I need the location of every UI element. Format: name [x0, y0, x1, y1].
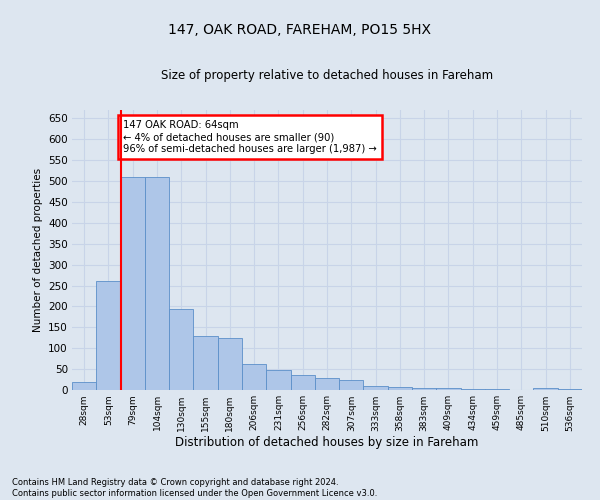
Text: Contains HM Land Registry data © Crown copyright and database right 2024.
Contai: Contains HM Land Registry data © Crown c…	[12, 478, 377, 498]
Bar	[412, 388, 436, 390]
Bar	[461, 389, 485, 390]
Bar	[485, 389, 509, 390]
Bar	[339, 380, 364, 390]
Bar	[388, 386, 412, 390]
Bar	[218, 338, 242, 390]
Bar	[364, 386, 388, 390]
Bar	[266, 370, 290, 390]
Bar	[533, 388, 558, 390]
Text: 147 OAK ROAD: 64sqm
← 4% of detached houses are smaller (90)
96% of semi-detache: 147 OAK ROAD: 64sqm ← 4% of detached hou…	[123, 120, 377, 154]
Bar	[290, 376, 315, 390]
Bar	[145, 177, 169, 390]
Bar	[558, 389, 582, 390]
Bar	[242, 364, 266, 390]
Y-axis label: Number of detached properties: Number of detached properties	[32, 168, 43, 332]
X-axis label: Distribution of detached houses by size in Fareham: Distribution of detached houses by size …	[175, 436, 479, 449]
Bar	[96, 280, 121, 390]
Bar	[121, 177, 145, 390]
Bar	[72, 382, 96, 390]
Bar	[169, 310, 193, 390]
Bar	[193, 336, 218, 390]
Bar	[315, 378, 339, 390]
Bar	[436, 388, 461, 390]
Text: 147, OAK ROAD, FAREHAM, PO15 5HX: 147, OAK ROAD, FAREHAM, PO15 5HX	[169, 22, 431, 36]
Title: Size of property relative to detached houses in Fareham: Size of property relative to detached ho…	[161, 70, 493, 82]
